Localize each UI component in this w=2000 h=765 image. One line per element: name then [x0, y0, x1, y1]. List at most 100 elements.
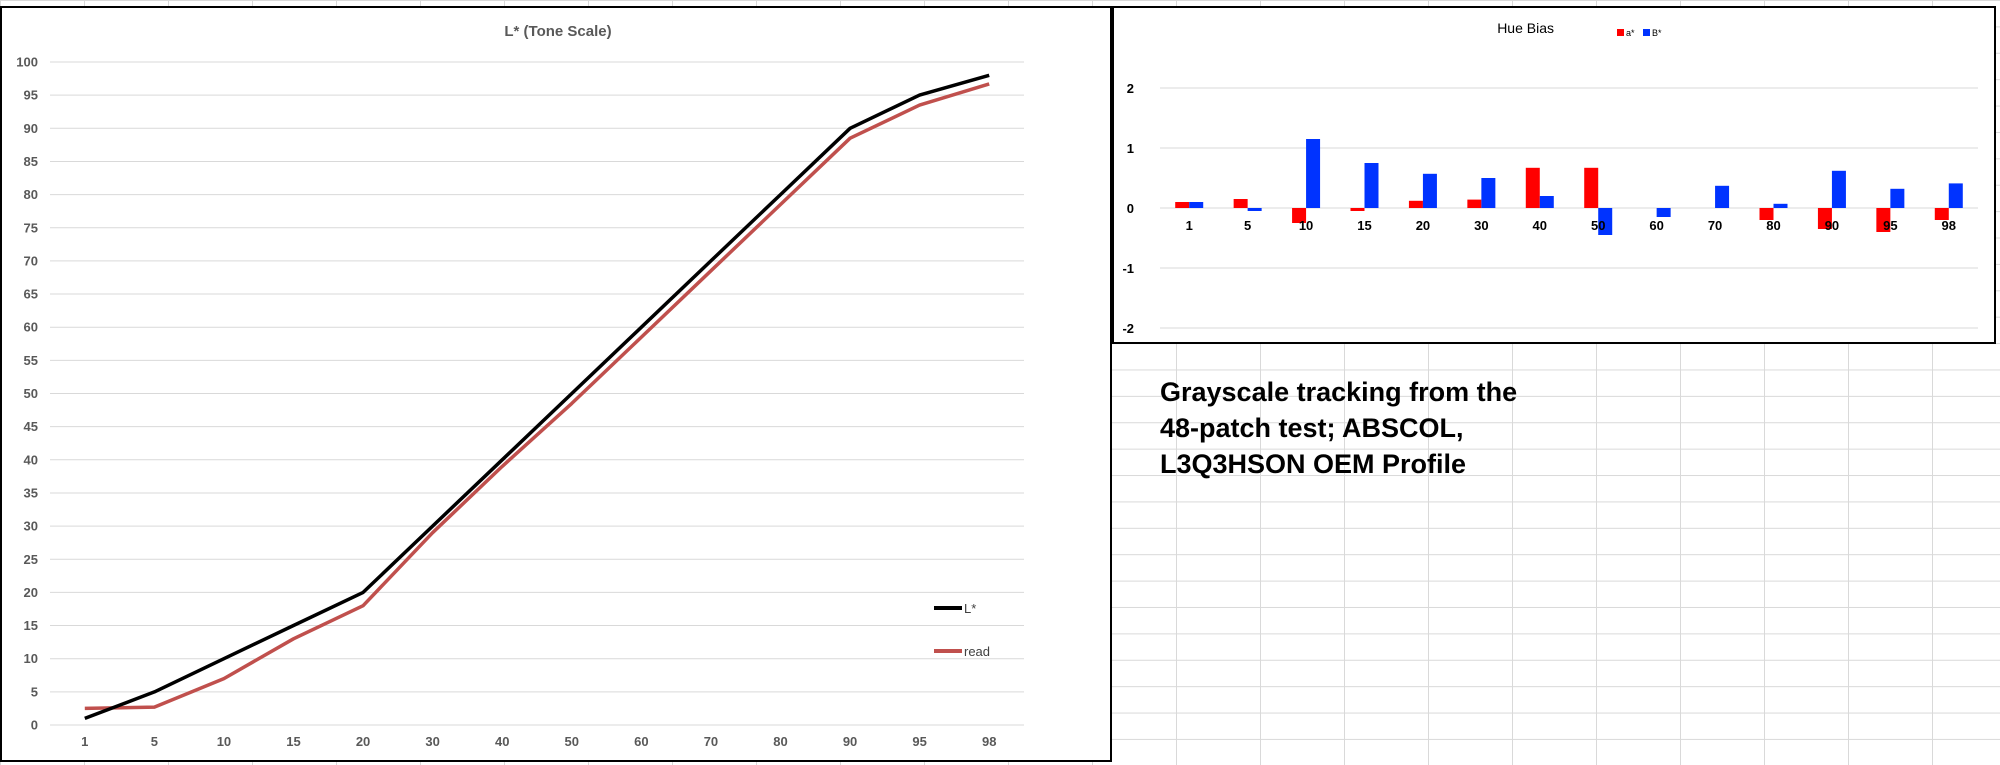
y-tick-label: 5: [31, 684, 38, 699]
y-tick-label: 30: [24, 519, 38, 534]
y-tick-label: 15: [24, 618, 38, 633]
bar-b-star: [1422, 173, 1437, 208]
bar-a-star: [1467, 199, 1482, 208]
bar-a-star: [1350, 208, 1365, 211]
bar-a-star: [1408, 200, 1423, 208]
bar-b-star: [1656, 208, 1671, 217]
x-tick-label: 1: [1186, 218, 1193, 233]
x-tick-label: 30: [425, 734, 439, 749]
y-tick-label: -1: [1122, 261, 1134, 276]
legend-label-l-star: L*: [964, 601, 976, 616]
bar-b-star: [1948, 183, 1963, 208]
tone-scale-legend: L* read: [934, 601, 990, 659]
y-tick-label: 2: [1127, 81, 1134, 96]
x-tick-label: 50: [565, 734, 579, 749]
y-tick-label: 25: [24, 552, 38, 567]
tone-scale-chart-panel[interactable]: L* (Tone Scale) 0 5 10 15 20 25 30 35 40 45 50 55 60…: [0, 6, 1112, 762]
y-tick-label: -2: [1122, 321, 1134, 336]
bar-b-star: [1715, 185, 1730, 208]
x-tick-label: 80: [773, 734, 787, 749]
x-tick-label: 60: [1649, 218, 1663, 233]
legend-label-read: read: [964, 644, 990, 659]
y-tick-label: 40: [24, 452, 38, 467]
y-tick-label: 35: [24, 485, 38, 500]
bar-a-star: [1292, 208, 1307, 223]
y-tick-label: 75: [24, 220, 38, 235]
y-tick-label: 45: [24, 419, 38, 434]
series-line-read: [84, 82, 990, 711]
legend-swatch-a-star: [1617, 29, 1624, 36]
hue-bias-chart-panel[interactable]: Hue Bias a* B* -2 -1 0 1 2 1 5 10 15 20 30 40 50 60 7…: [1112, 6, 1996, 344]
x-tick-label: 15: [1357, 218, 1371, 233]
bar-a-star: [1876, 208, 1891, 232]
y-tick-label: 1: [1127, 141, 1134, 156]
y-tick-label: 60: [24, 320, 38, 335]
legend-swatch-b-star: [1643, 29, 1650, 36]
caption-line-3: L3Q3HSON OEM Profile: [1160, 449, 1467, 479]
x-tick-label: 80: [1766, 218, 1780, 233]
bar-b-star: [1598, 208, 1613, 235]
legend-label-b-star: B*: [1652, 28, 1662, 38]
x-tick-label: 98: [982, 734, 996, 749]
bar-b-star: [1890, 188, 1905, 208]
x-tick-label: 95: [1883, 218, 1897, 233]
tone-scale-chart-title: L* (Tone Scale): [504, 23, 611, 40]
bar-a-star: [1584, 167, 1599, 208]
bar-a-star: [1233, 199, 1248, 208]
bar-b-star: [1773, 203, 1788, 208]
x-tick-label: 5: [1244, 218, 1251, 233]
y-tick-label: 20: [24, 585, 38, 600]
bar-b-star: [1364, 163, 1379, 208]
y-tick-label: 65: [24, 287, 38, 302]
legend-label-a-star: a*: [1626, 28, 1635, 38]
chart-caption: Grayscale tracking from the 48-patch tes…: [1160, 374, 1680, 482]
x-tick-label: 70: [704, 734, 718, 749]
bar-a-star: [1817, 208, 1832, 229]
bar-b-star: [1306, 139, 1321, 208]
hue-bias-legend: a* B*: [1617, 28, 1662, 38]
x-tick-label: 95: [912, 734, 926, 749]
bar-b-star: [1539, 196, 1554, 208]
y-tick-label: 80: [24, 187, 38, 202]
y-tick-label: 10: [24, 651, 38, 666]
x-tick-label: 10: [217, 734, 231, 749]
bar-a-star: [1759, 208, 1774, 220]
y-tick-label: 85: [24, 154, 38, 169]
x-tick-label: 1: [81, 734, 88, 749]
x-tick-label: 90: [843, 734, 857, 749]
y-tick-label: 50: [24, 386, 38, 401]
bar-a-star: [1525, 167, 1540, 208]
x-tick-label: 20: [1416, 218, 1430, 233]
tone-scale-chart: L* (Tone Scale) 051015202530354045505560…: [16, 23, 1024, 749]
x-tick-label: 5: [151, 734, 158, 749]
x-tick-label: 15: [286, 734, 300, 749]
bar-b-star: [1189, 202, 1204, 208]
caption-line-1: Grayscale tracking from the: [1160, 377, 1518, 407]
x-tick-label: 60: [634, 734, 648, 749]
series-line-l: [84, 73, 990, 721]
x-tick-label: 40: [1533, 218, 1547, 233]
x-tick-label: 30: [1474, 218, 1488, 233]
x-tick-label: 70: [1708, 218, 1722, 233]
y-tick-label: 55: [24, 353, 38, 368]
y-tick-label: 70: [24, 253, 38, 268]
hue-bias-chart-title: Hue Bias: [1497, 20, 1554, 36]
x-tick-label: 98: [1942, 218, 1956, 233]
y-tick-label: 90: [24, 121, 38, 136]
y-tick-label: 100: [16, 55, 38, 70]
x-tick-label: 50: [1591, 218, 1605, 233]
x-tick-label: 90: [1825, 218, 1839, 233]
bar-a-star: [1934, 208, 1949, 220]
x-tick-label: 20: [356, 734, 370, 749]
bar-a-star: [1175, 202, 1190, 208]
caption-line-2: 48-patch test; ABSCOL,: [1160, 413, 1464, 443]
bar-b-star: [1247, 208, 1262, 211]
bar-b-star: [1831, 170, 1846, 208]
y-tick-label: 0: [1127, 201, 1134, 216]
y-tick-label: 95: [24, 88, 38, 103]
x-tick-label: 10: [1299, 218, 1313, 233]
y-tick-label: 0: [31, 718, 38, 733]
bar-b-star: [1481, 178, 1496, 208]
x-tick-label: 40: [495, 734, 509, 749]
